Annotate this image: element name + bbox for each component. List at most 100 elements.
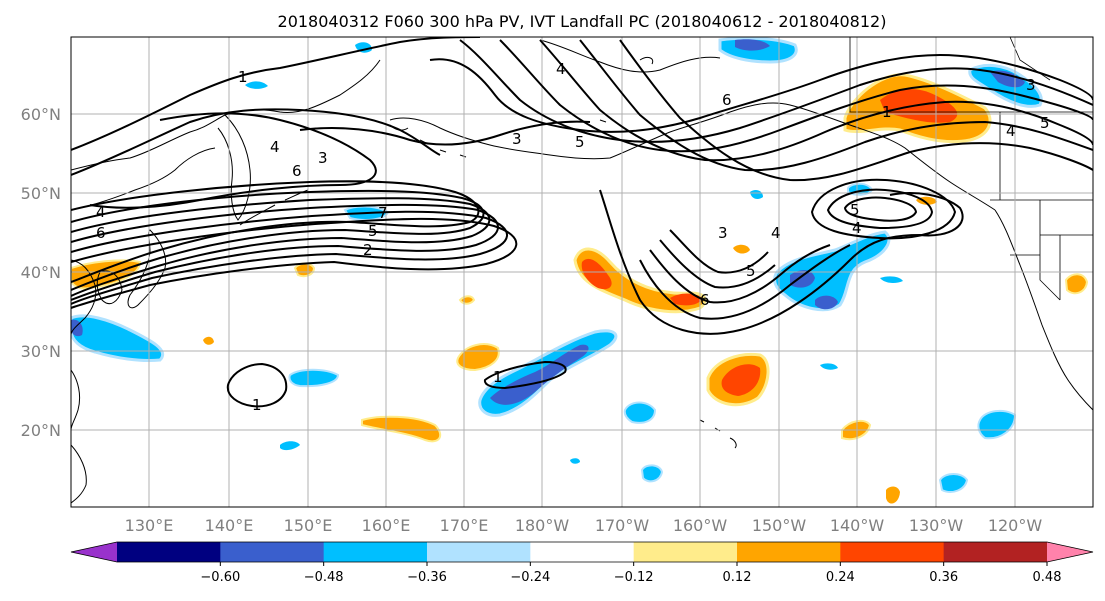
- lat-label-20n: 20°N: [21, 421, 61, 440]
- colorbar-tick-label: 0.48: [1033, 570, 1062, 585]
- colorbar-segment: [840, 542, 945, 562]
- contour-labels: 1 4 3 6 4 6 5 2 3 5 6 3 4 5 5 6 4 1 1 1 …: [96, 60, 1050, 414]
- pv-contour: [89, 112, 377, 209]
- colorbar-tick-label: −0.36: [407, 570, 447, 585]
- pv-contour: [843, 196, 918, 222]
- lon-label: 170°E: [440, 516, 489, 535]
- negative-anomaly-region: [820, 363, 838, 370]
- lon-label: 160°E: [362, 516, 411, 535]
- lon-label: 170°W: [595, 516, 650, 535]
- negative-anomaly-core: [990, 70, 1025, 88]
- colorbar-tick-label: −0.48: [304, 570, 344, 585]
- pv-contour: [429, 53, 1093, 133]
- contour-label: 5: [575, 133, 585, 151]
- contour-label: 4: [270, 138, 280, 156]
- pv-contour: [649, 244, 831, 304]
- bering-islands: [599, 56, 654, 123]
- figure-title: 2018040312 F060 300 hPa PV, IVT Landfall…: [278, 12, 887, 31]
- alaska-coastline: [389, 102, 996, 211]
- negative-anomaly-region: [288, 368, 340, 388]
- colorbar-tick-label: −0.60: [200, 570, 240, 585]
- pv-contour: [71, 197, 491, 297]
- lat-label-60n: 60°N: [21, 105, 61, 124]
- alaska-north-coastline: [539, 39, 721, 73]
- contour-label: 4: [771, 224, 781, 242]
- colorbar-tick-label: 0.12: [723, 570, 752, 585]
- map-border: [70, 36, 1094, 508]
- colorbar: −0.60 −0.48 −0.36 −0.24 −0.12 0.12 0.24 0.36 0.4…: [70, 541, 1094, 585]
- colorbar-segment: [633, 542, 738, 562]
- pv-contour: [226, 362, 288, 408]
- negative-anomaly-region: [880, 276, 903, 283]
- china-coastline: [71, 259, 97, 336]
- contour-label: 3: [1026, 76, 1036, 94]
- negative-anomaly-core: [71, 319, 83, 337]
- contour-label: 6: [722, 91, 732, 109]
- lat-label-40n: 40°N: [21, 263, 61, 282]
- latitude-labels: 60°N 50°N 40°N 30°N 20°N: [21, 105, 61, 440]
- negative-anomaly-region: [750, 189, 763, 200]
- contour-label: 1: [252, 396, 262, 414]
- colorbar-outline: [70, 541, 1094, 563]
- pv-contour: [599, 189, 964, 335]
- pv-contour: [483, 360, 567, 390]
- colorbar-segment: [737, 542, 841, 562]
- pv-contour: [71, 108, 441, 176]
- lon-label: 140°E: [205, 516, 254, 535]
- positive-anomaly-region: [1064, 273, 1089, 295]
- lat-label-30n: 30°N: [21, 342, 61, 361]
- kamchatka-coastline: [217, 114, 251, 221]
- positive-anomaly-core: [670, 293, 702, 306]
- positive-anomaly-core: [581, 258, 612, 290]
- colorbar-segment: [943, 542, 1048, 562]
- negative-anomaly-region: [938, 473, 969, 493]
- taiwan-philippines-coastline: [71, 369, 87, 504]
- pv-contour: [71, 210, 508, 305]
- contour-label: 4: [96, 203, 106, 221]
- contour-label: 6: [292, 162, 302, 180]
- pv-contour: [71, 189, 485, 291]
- pv-contour: [669, 229, 769, 274]
- contour-label: 5: [850, 201, 860, 219]
- contour-label: 1: [882, 103, 892, 121]
- negative-anomaly-region: [570, 458, 580, 464]
- lon-label: 150°E: [284, 516, 333, 535]
- positive-anomaly-region: [573, 247, 707, 314]
- colorbar-segment: [117, 542, 221, 562]
- contour-label: 3: [718, 224, 728, 242]
- pv-contour: [659, 239, 776, 289]
- alaska-canada-border: [849, 37, 1093, 113]
- contour-label: 5: [1040, 114, 1050, 132]
- pv-contour: [71, 37, 481, 151]
- colorbar-segment: [427, 542, 531, 562]
- colorbar-under-arrow: [71, 542, 117, 562]
- longitude-labels: 130°E 140°E 150°E 160°E 170°E 180°W 170°…: [125, 516, 1043, 535]
- positive-anomaly-region: [458, 295, 476, 305]
- pv-contour: [71, 217, 518, 309]
- colorbar-tick-label: 0.36: [929, 570, 958, 585]
- contour-label: 2: [363, 241, 373, 259]
- negative-anomaly-region: [623, 401, 657, 424]
- lon-label: 130°W: [909, 516, 964, 535]
- us-state-borders: [1010, 200, 1093, 301]
- colorbar-over-arrow: [1047, 542, 1093, 562]
- negative-anomaly-region: [280, 441, 300, 451]
- colorbar-segment: [530, 542, 635, 562]
- contour-label: 3: [318, 149, 328, 167]
- lat-label-50n: 50°N: [21, 184, 61, 203]
- contour-label: 4: [556, 60, 566, 78]
- positive-anomaly-region: [733, 244, 750, 254]
- colorbar-tick-label: −0.12: [614, 570, 654, 585]
- positive-anomaly-region: [886, 486, 900, 504]
- pv-contour: [619, 39, 1093, 182]
- contour-label: 3: [512, 130, 522, 148]
- colorbar-segment: [220, 542, 325, 562]
- na-west-coastline: [994, 209, 1093, 411]
- negative-anomaly-core: [490, 344, 589, 405]
- contour-label: 7: [378, 204, 388, 222]
- pv-contour: [579, 39, 1093, 172]
- lon-label: 140°W: [830, 516, 885, 535]
- negative-anomaly-region: [640, 464, 664, 483]
- contour-label: 4: [1006, 122, 1016, 140]
- positive-anomaly-region: [71, 259, 142, 290]
